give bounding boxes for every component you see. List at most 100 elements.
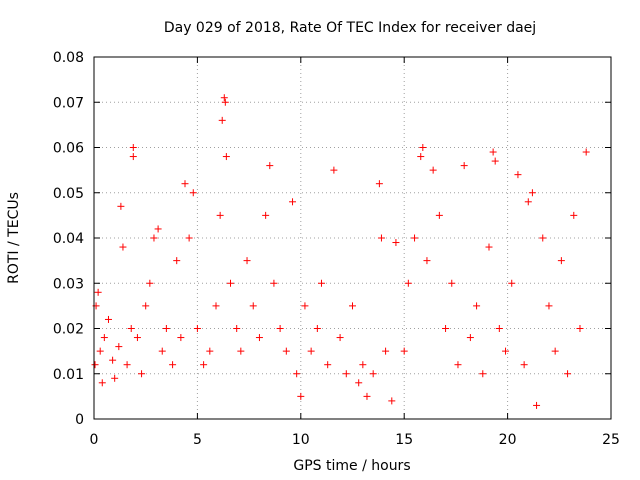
data-point (100, 334, 108, 342)
data-point (551, 347, 559, 355)
data-point (392, 239, 400, 247)
x-axis-label: GPS time / hours (293, 458, 410, 474)
data-point (206, 347, 214, 355)
y-tick-label: 0.04 (53, 231, 84, 247)
data-point (307, 347, 315, 355)
data-point (270, 279, 278, 287)
data-point (282, 347, 290, 355)
data-point (557, 257, 565, 265)
data-point (508, 279, 516, 287)
data-point (388, 397, 396, 405)
data-point (473, 302, 481, 310)
data-points (91, 94, 590, 409)
y-axis-label: ROTI / TECUs (6, 192, 22, 284)
data-point (162, 325, 170, 332)
data-point (479, 370, 487, 378)
chart-title: Day 029 of 2018, Rate Of TEC Index for r… (164, 20, 536, 36)
data-point (94, 288, 102, 296)
data-point (146, 279, 154, 287)
x-tick-label: 0 (90, 432, 99, 448)
data-point (369, 370, 377, 378)
data-point (266, 162, 274, 170)
data-point (96, 347, 104, 355)
data-point (375, 180, 383, 188)
data-point (489, 148, 497, 156)
data-point (185, 234, 193, 242)
data-point (419, 144, 427, 151)
data-point (262, 211, 270, 219)
x-tick-label: 15 (395, 432, 413, 448)
data-point (142, 302, 150, 310)
y-tick-label: 0.07 (53, 95, 84, 111)
data-point (524, 198, 532, 206)
data-point (466, 334, 474, 342)
y-tick-label: 0.01 (53, 367, 84, 383)
data-point (539, 234, 547, 242)
data-point (582, 148, 590, 156)
grid-lines (94, 57, 611, 419)
data-point (330, 166, 338, 174)
data-point (502, 347, 510, 355)
data-point (181, 180, 189, 188)
data-point (212, 302, 220, 310)
data-point (226, 279, 234, 287)
data-point (349, 302, 356, 310)
data-point (158, 347, 166, 355)
data-point (363, 392, 371, 400)
data-point (173, 257, 181, 265)
y-tick-label: 0.02 (53, 322, 84, 338)
data-point (404, 279, 412, 287)
data-point (117, 202, 125, 210)
data-point (189, 189, 197, 197)
data-point (429, 166, 437, 174)
data-point (123, 361, 131, 369)
data-point (154, 225, 162, 233)
data-point (177, 334, 185, 342)
data-point (109, 356, 117, 364)
data-point (533, 401, 541, 409)
data-point (442, 325, 450, 332)
data-point (218, 116, 226, 124)
data-point (222, 153, 230, 161)
data-point (359, 361, 367, 369)
data-point (243, 257, 251, 265)
y-tick-label: 0.05 (53, 186, 84, 202)
data-point (233, 325, 241, 332)
x-tick-label: 10 (292, 432, 310, 448)
x-tick-label: 20 (499, 432, 517, 448)
axis-ticks: 0 0.01 0.02 0.03 0.04 0.05 0.06 0.07 0.08 0 5 10 15 2… (53, 50, 620, 448)
data-point (435, 211, 443, 219)
data-point (220, 94, 228, 102)
data-point (200, 361, 208, 369)
plot-frame (93, 56, 612, 420)
data-point (576, 325, 584, 332)
data-point (400, 347, 408, 355)
data-point (336, 334, 344, 342)
data-point (293, 370, 301, 378)
data-point (115, 343, 123, 351)
data-point (104, 315, 112, 323)
data-point (98, 379, 106, 387)
data-point (454, 361, 462, 369)
data-point (495, 325, 503, 332)
data-point (150, 234, 158, 242)
data-point (91, 361, 99, 369)
data-point (545, 302, 553, 310)
data-point (255, 334, 263, 342)
data-point (382, 347, 390, 355)
data-point (237, 347, 245, 355)
data-point (221, 98, 229, 106)
data-point (289, 198, 297, 206)
data-point (119, 243, 127, 251)
y-tick-label: 0.03 (53, 276, 84, 292)
data-point (342, 370, 350, 378)
data-point (249, 302, 257, 310)
data-point (528, 189, 536, 197)
data-point (129, 153, 137, 161)
data-point (377, 234, 385, 242)
data-point (193, 325, 201, 332)
data-point (460, 162, 468, 170)
data-point (317, 279, 325, 287)
data-point (485, 243, 493, 251)
